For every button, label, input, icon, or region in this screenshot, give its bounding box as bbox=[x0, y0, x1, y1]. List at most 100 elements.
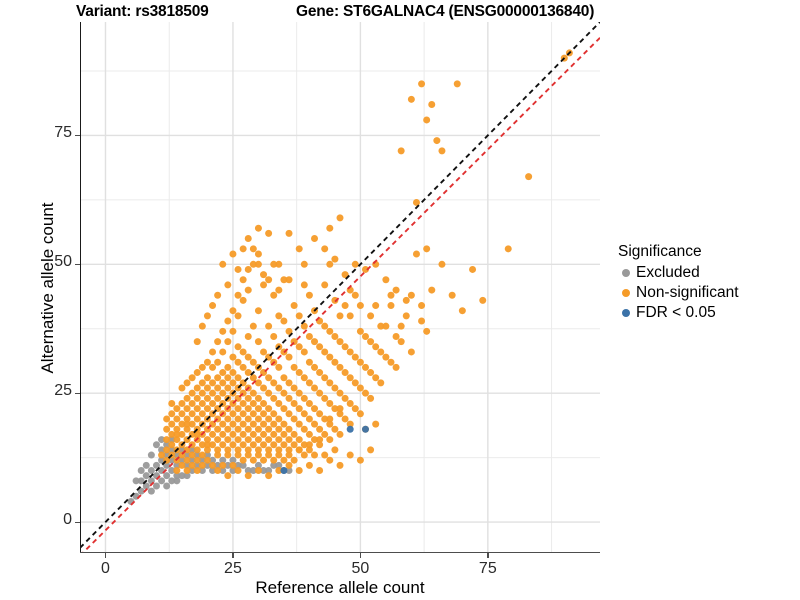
data-point bbox=[290, 430, 298, 438]
data-point bbox=[438, 147, 446, 155]
data-point bbox=[234, 461, 242, 469]
data-point bbox=[321, 451, 329, 459]
data-point bbox=[193, 461, 201, 469]
data-point bbox=[183, 467, 191, 475]
data-point bbox=[275, 384, 283, 392]
data-point bbox=[219, 430, 227, 438]
legend-item[interactable]: FDR < 0.05 bbox=[618, 303, 739, 323]
data-point bbox=[193, 446, 201, 454]
data-point bbox=[188, 461, 196, 469]
x-tick-mark bbox=[359, 553, 362, 558]
data-point bbox=[249, 410, 257, 418]
data-point bbox=[311, 420, 319, 428]
data-point bbox=[326, 415, 334, 423]
legend-item[interactable]: Non-significant bbox=[618, 283, 739, 303]
data-point bbox=[346, 312, 354, 320]
data-point bbox=[173, 472, 181, 480]
data-point bbox=[265, 446, 273, 454]
data-point bbox=[173, 405, 181, 413]
data-point bbox=[265, 229, 273, 237]
data-point bbox=[412, 198, 420, 206]
data-point bbox=[346, 425, 354, 433]
data-point bbox=[275, 415, 283, 423]
data-point bbox=[295, 436, 303, 444]
data-point bbox=[224, 472, 232, 480]
data-point bbox=[275, 363, 283, 371]
data-point bbox=[173, 425, 181, 433]
data-point bbox=[234, 343, 242, 351]
data-point bbox=[300, 394, 308, 402]
data-point bbox=[265, 322, 273, 330]
data-point bbox=[158, 446, 166, 454]
data-point bbox=[265, 436, 273, 444]
data-point bbox=[239, 348, 247, 356]
x-tick-label: 50 bbox=[351, 560, 370, 577]
data-point bbox=[305, 400, 313, 407]
legend-dot-icon bbox=[622, 289, 630, 297]
data-point bbox=[244, 235, 252, 243]
data-point bbox=[214, 374, 222, 382]
data-point bbox=[234, 425, 242, 433]
data-point bbox=[382, 353, 390, 361]
data-point bbox=[209, 441, 217, 449]
data-point bbox=[239, 276, 247, 284]
data-point bbox=[331, 425, 339, 433]
data-point bbox=[168, 467, 176, 475]
data-point bbox=[168, 446, 176, 454]
data-point bbox=[321, 430, 329, 438]
data-point bbox=[254, 461, 262, 469]
data-point bbox=[183, 379, 191, 387]
series-fdr-0-05 bbox=[280, 425, 369, 475]
data-point bbox=[188, 389, 196, 397]
data-point bbox=[214, 461, 222, 469]
data-point bbox=[326, 353, 334, 361]
legend-item[interactable]: Excluded bbox=[618, 263, 739, 283]
data-point bbox=[234, 291, 242, 299]
data-point bbox=[198, 389, 206, 397]
data-point bbox=[209, 400, 217, 407]
data-point bbox=[224, 446, 232, 454]
data-point bbox=[290, 441, 298, 449]
data-point bbox=[234, 415, 242, 423]
data-point bbox=[168, 456, 176, 464]
data-point bbox=[270, 430, 278, 438]
data-point bbox=[316, 389, 324, 397]
data-point bbox=[316, 467, 324, 475]
data-point bbox=[336, 410, 344, 418]
data-point bbox=[331, 296, 339, 304]
data-point bbox=[265, 472, 273, 480]
data-point bbox=[361, 265, 369, 273]
data-point bbox=[351, 379, 359, 387]
data-point bbox=[178, 456, 186, 464]
data-point bbox=[275, 446, 283, 454]
data-point bbox=[173, 467, 181, 475]
data-point bbox=[260, 467, 268, 475]
data-point bbox=[244, 286, 252, 294]
reference-lines bbox=[80, 22, 600, 553]
data-point bbox=[163, 451, 171, 459]
data-point bbox=[214, 358, 222, 366]
data-point bbox=[168, 441, 176, 449]
data-point bbox=[290, 415, 298, 423]
data-point bbox=[198, 363, 206, 371]
data-point bbox=[265, 276, 273, 284]
data-point bbox=[387, 302, 395, 310]
data-point bbox=[285, 353, 293, 361]
data-point bbox=[265, 415, 273, 423]
data-point bbox=[193, 467, 201, 475]
data-point bbox=[367, 446, 375, 454]
data-point bbox=[219, 327, 227, 335]
y-tick-label: 0 bbox=[63, 511, 72, 529]
data-point bbox=[295, 420, 303, 428]
data-point bbox=[193, 384, 201, 392]
data-point bbox=[209, 430, 217, 438]
data-point bbox=[152, 482, 160, 490]
data-point bbox=[132, 477, 140, 485]
data-point bbox=[331, 255, 339, 263]
data-point bbox=[188, 410, 196, 418]
data-point bbox=[300, 425, 308, 433]
data-point bbox=[280, 405, 288, 413]
data-point bbox=[285, 451, 293, 459]
data-point bbox=[178, 420, 186, 428]
data-point bbox=[203, 384, 211, 392]
